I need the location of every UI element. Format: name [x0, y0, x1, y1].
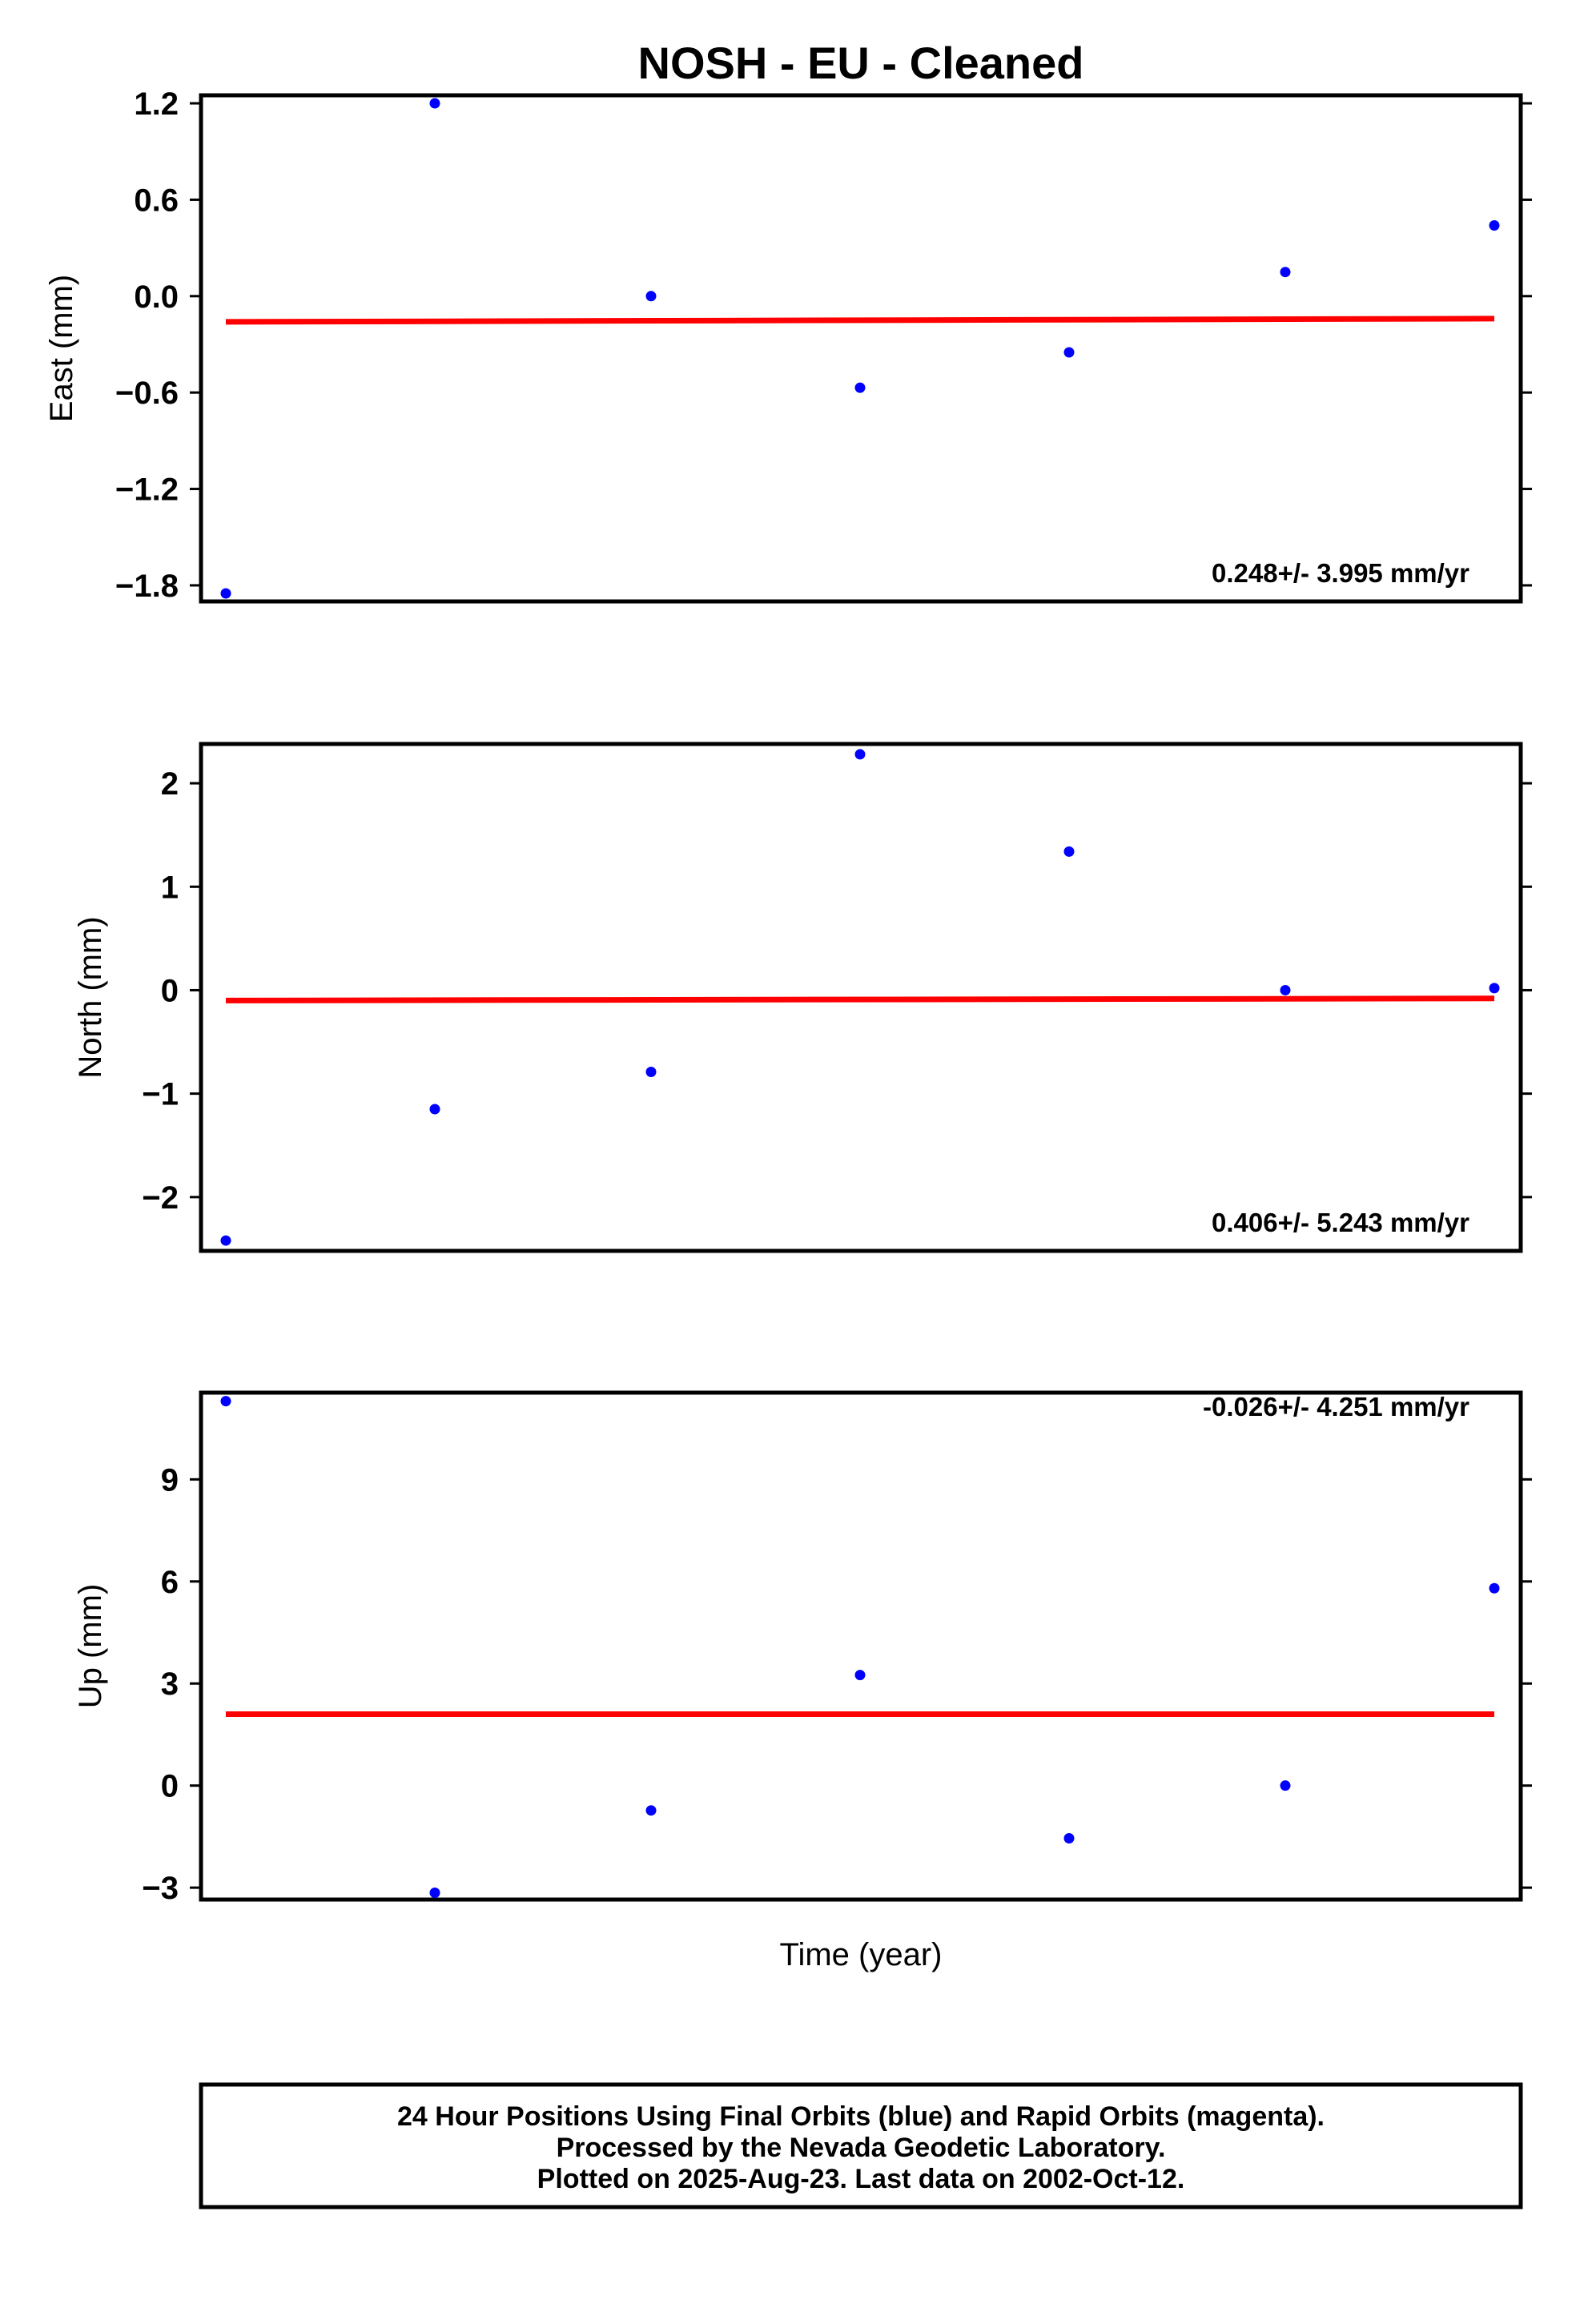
- y-tick-label: 1.2: [134, 86, 179, 122]
- y-tick-label: 0.0: [134, 279, 179, 315]
- y-tick-label: −1.2: [115, 472, 179, 508]
- data-point: [220, 588, 231, 599]
- footer-line-3: Plotted on 2025-Aug-23. Last data on 200…: [537, 2164, 1185, 2194]
- chart-title: NOSH - EU - Cleaned: [638, 38, 1084, 88]
- y-tick-label: 3: [161, 1667, 179, 1702]
- y-tick-label: 2: [161, 766, 179, 802]
- rate-label: 0.406+/- 5.243 mm/yr: [1212, 1208, 1469, 1237]
- data-point: [1489, 983, 1500, 994]
- y-tick-label: 6: [161, 1565, 179, 1600]
- y-tick-label: 9: [161, 1462, 179, 1498]
- data-point: [854, 1670, 866, 1681]
- y-tick-label: −0.6: [115, 376, 179, 411]
- panels-group: 1.2 0.6 0.0 −0.6 −1.2 −1.8 East (mm) 0.248+/- 3…: [44, 86, 1532, 1906]
- data-point: [645, 1067, 657, 1078]
- y-axis-label: Up (mm): [73, 1584, 108, 1709]
- data-point: [645, 291, 657, 302]
- panel-3: 9 6 3 0 −3 Up (mm) -0.026+/- 4.251 mm/yr: [73, 1390, 1532, 1906]
- trend-line: [225, 995, 1495, 1003]
- y-tick-label: 0: [161, 973, 179, 1008]
- panel-1: 1.2 0.6 0.0 −0.6 −1.2 −1.8 East (mm) 0.248+/- 3…: [44, 86, 1532, 604]
- data-point: [1280, 984, 1291, 995]
- y-tick-label: 1: [161, 870, 179, 905]
- y-axis-label: North (mm): [73, 916, 108, 1078]
- y-axis-label: East (mm): [44, 275, 79, 422]
- x-axis-label: Time (year): [780, 1937, 943, 1972]
- y-tick-label: −3: [142, 1871, 179, 1906]
- data-point: [220, 1235, 231, 1246]
- trend-line: [225, 316, 1495, 325]
- y-tick-label: −1: [142, 1077, 179, 1112]
- data-point: [1489, 220, 1500, 231]
- data-point: [1063, 347, 1075, 358]
- panel-2: 2 1 0 −1 −2 North (mm) 0.406+/- 5.243 mm/yr: [73, 742, 1532, 1253]
- panel-frame: [199, 742, 1523, 1253]
- rate-label: 0.248+/- 3.995 mm/yr: [1212, 558, 1469, 588]
- footer-line-2: Processed by the Nevada Geodetic Laborat…: [557, 2133, 1166, 2163]
- y-tick-label: −2: [142, 1180, 179, 1216]
- data-point: [1489, 1582, 1500, 1594]
- data-point: [1280, 1780, 1291, 1791]
- panel-frame: [199, 1390, 1523, 1902]
- y-tick-label: 0: [161, 1769, 179, 1804]
- data-point: [220, 1396, 231, 1407]
- data-point: [854, 749, 866, 760]
- data-point: [429, 1888, 440, 1899]
- y-tick-label: −1.8: [115, 569, 179, 604]
- data-point: [429, 98, 440, 109]
- data-point: [1063, 1833, 1075, 1844]
- footer-line-1: 24 Hour Positions Using Final Orbits (bl…: [397, 2101, 1325, 2132]
- data-point: [1280, 267, 1291, 278]
- panel-frame: [199, 93, 1523, 604]
- data-point: [1063, 846, 1075, 857]
- y-tick-label: 0.6: [134, 183, 179, 218]
- data-point: [645, 1805, 657, 1816]
- data-point: [429, 1104, 440, 1115]
- rate-label: -0.026+/- 4.251 mm/yr: [1203, 1392, 1469, 1421]
- data-point: [854, 382, 866, 393]
- footer-box: [199, 2082, 1523, 2209]
